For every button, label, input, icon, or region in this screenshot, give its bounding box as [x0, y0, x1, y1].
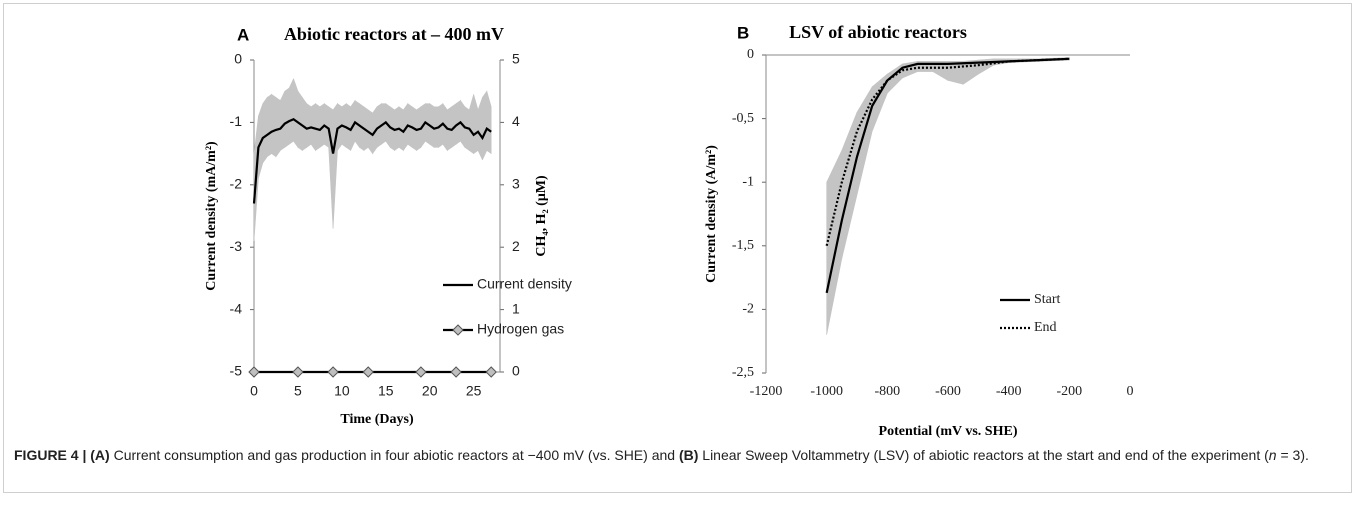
- range-band: [477, 97, 483, 160]
- range-band: [275, 96, 281, 158]
- x-tick-label: 10: [334, 383, 350, 399]
- y-tick-label: -3: [230, 238, 243, 254]
- range-band: [280, 91, 286, 152]
- marker: [292, 366, 304, 378]
- y2-tick-label: 4: [512, 113, 520, 129]
- range-band: [468, 94, 474, 155]
- range-band: [288, 78, 294, 145]
- x-tick-label: -1200: [750, 384, 783, 399]
- chart-title: LSV of abiotic reactors: [789, 22, 967, 42]
- y2-tick-label: 2: [512, 238, 520, 254]
- panel-label: A: [237, 25, 249, 44]
- x-tick-label: 0: [250, 383, 258, 399]
- x-tick-label: -800: [874, 384, 900, 399]
- y-tick-label: -0,5: [732, 111, 754, 126]
- range-band: [271, 93, 277, 158]
- legend-label: Start: [1034, 292, 1061, 307]
- marker: [248, 366, 260, 378]
- marker: [450, 366, 462, 378]
- marker: [362, 366, 374, 378]
- range-band: [328, 106, 334, 229]
- range-band: [293, 78, 299, 149]
- caption: FIGURE 4 | (A) Current consumption and g…: [14, 444, 1344, 466]
- y-tick-label: -5: [230, 363, 243, 379]
- y-tick-label: -2,5: [732, 365, 754, 380]
- range-band: [284, 87, 290, 148]
- y2-tick-label: 0: [512, 363, 520, 379]
- y2-tick-label: 3: [512, 176, 520, 192]
- chart-title: Abiotic reactors at – 400 mV: [284, 24, 504, 44]
- range-band: [266, 93, 272, 158]
- caption-text: FIGURE 4 |: [14, 447, 91, 463]
- legend-label: Hydrogen gas: [477, 321, 564, 337]
- range-band: [826, 150, 843, 335]
- series-line: [825, 57, 1070, 247]
- range-band: [486, 91, 492, 155]
- x-tick-label: -1000: [810, 384, 843, 399]
- marker: [415, 366, 427, 378]
- caption-text: (A): [90, 447, 110, 463]
- x-tick-label: 15: [378, 383, 394, 399]
- legend-label: Current density: [477, 276, 572, 292]
- range-band: [306, 103, 312, 148]
- y-axis-title: Current density (A/m²): [704, 145, 719, 283]
- caption-text: = 3).: [1276, 447, 1309, 463]
- y-tick-label: -4: [230, 300, 243, 316]
- y-tick-label: 0: [747, 47, 754, 62]
- range-band: [332, 102, 338, 229]
- series-line: [252, 118, 492, 204]
- range-band: [473, 94, 479, 155]
- range-band: [302, 96, 308, 152]
- x-tick-label: -400: [996, 384, 1022, 399]
- x-tick-label: -200: [1056, 384, 1082, 399]
- caption-text: (B): [678, 447, 699, 463]
- marker: [485, 366, 497, 378]
- y2-axis-title: CH₄, H₂ (μM): [534, 175, 549, 257]
- x-tick-label: 0: [1127, 384, 1134, 399]
- x-axis-title: Time (Days): [340, 412, 414, 427]
- y-tick-label: -2: [230, 176, 243, 192]
- frame: [3, 3, 1352, 493]
- range-band: [482, 90, 488, 160]
- x-tick-label: 20: [422, 383, 438, 399]
- series-line: [825, 57, 1070, 294]
- range-band: [315, 103, 321, 152]
- panel-label: B: [737, 23, 749, 42]
- y-tick-label: -1: [230, 113, 243, 129]
- y2-tick-label: 1: [512, 300, 520, 316]
- y-tick-label: -1: [742, 174, 754, 189]
- y-tick-label: -1,5: [732, 238, 754, 253]
- y-axis-title: Current density (mA/m²): [204, 141, 219, 291]
- marker: [327, 366, 339, 378]
- caption-text: n: [1268, 447, 1277, 463]
- caption-text: Current consumption and gas production i…: [109, 447, 679, 463]
- x-tick-label: -600: [935, 384, 961, 399]
- range-band: [297, 90, 303, 152]
- caption-text: Linear Sweep Voltammetry (LSV) of abioti…: [698, 447, 1269, 463]
- legend-marker: [452, 324, 464, 336]
- legend-label: End: [1034, 320, 1057, 335]
- x-tick-label: 5: [294, 383, 302, 399]
- charts: A Abiotic reactors at – 400 mV Time (Days)…: [204, 22, 1134, 439]
- range-band: [262, 96, 268, 164]
- y-tick-label: 0: [234, 51, 242, 67]
- y-tick-label: -2: [742, 302, 754, 317]
- y2-tick-label: 5: [512, 51, 520, 67]
- x-axis-title: Potential (mV vs. SHE): [879, 424, 1018, 439]
- x-tick-label: 25: [466, 383, 482, 399]
